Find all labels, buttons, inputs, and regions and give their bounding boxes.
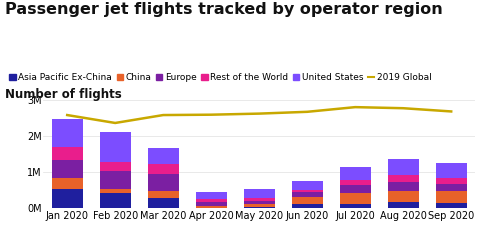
Bar: [339, 180, 371, 185]
Line: 2019 Global: 2019 Global: [67, 107, 451, 123]
Bar: [243, 189, 275, 198]
Bar: [339, 204, 371, 208]
Bar: [148, 148, 179, 164]
Bar: [387, 182, 419, 191]
Bar: [51, 119, 83, 147]
Bar: [387, 175, 419, 182]
Bar: [243, 207, 275, 208]
Bar: [148, 191, 179, 198]
Bar: [435, 162, 467, 178]
2019 Global: [160, 114, 166, 117]
Bar: [243, 201, 275, 204]
Bar: [435, 203, 467, 208]
Bar: [195, 206, 227, 208]
Bar: [51, 178, 83, 189]
Bar: [195, 199, 227, 202]
Bar: [148, 174, 179, 191]
Bar: [435, 178, 467, 184]
Bar: [243, 198, 275, 201]
Bar: [100, 132, 131, 162]
Bar: [100, 193, 131, 208]
2019 Global: [256, 112, 262, 115]
Bar: [148, 164, 179, 174]
Bar: [100, 171, 131, 189]
Bar: [435, 184, 467, 191]
2019 Global: [64, 114, 70, 117]
Bar: [51, 189, 83, 208]
Legend: Asia Pacific Ex-China, China, Europe, Rest of the World, United States, 2019 Glo: Asia Pacific Ex-China, China, Europe, Re…: [9, 73, 432, 82]
Bar: [387, 191, 419, 202]
Bar: [100, 162, 131, 171]
Bar: [291, 192, 323, 197]
Bar: [291, 190, 323, 192]
Text: Number of flights: Number of flights: [5, 88, 121, 101]
2019 Global: [208, 113, 214, 116]
Bar: [387, 202, 419, 208]
Bar: [195, 192, 227, 199]
2019 Global: [304, 110, 310, 113]
Bar: [291, 204, 323, 208]
Bar: [291, 197, 323, 204]
Bar: [195, 202, 227, 206]
Bar: [51, 160, 83, 178]
Bar: [339, 185, 371, 193]
Bar: [291, 181, 323, 190]
Bar: [387, 159, 419, 175]
Bar: [100, 189, 131, 193]
Text: Passenger jet flights tracked by operator region: Passenger jet flights tracked by operato…: [5, 2, 443, 17]
2019 Global: [448, 110, 454, 113]
Bar: [51, 147, 83, 160]
2019 Global: [352, 106, 358, 109]
Bar: [339, 167, 371, 180]
Bar: [243, 204, 275, 207]
Bar: [148, 198, 179, 208]
Bar: [339, 193, 371, 204]
Bar: [435, 191, 467, 203]
2019 Global: [400, 107, 406, 110]
2019 Global: [112, 122, 118, 124]
